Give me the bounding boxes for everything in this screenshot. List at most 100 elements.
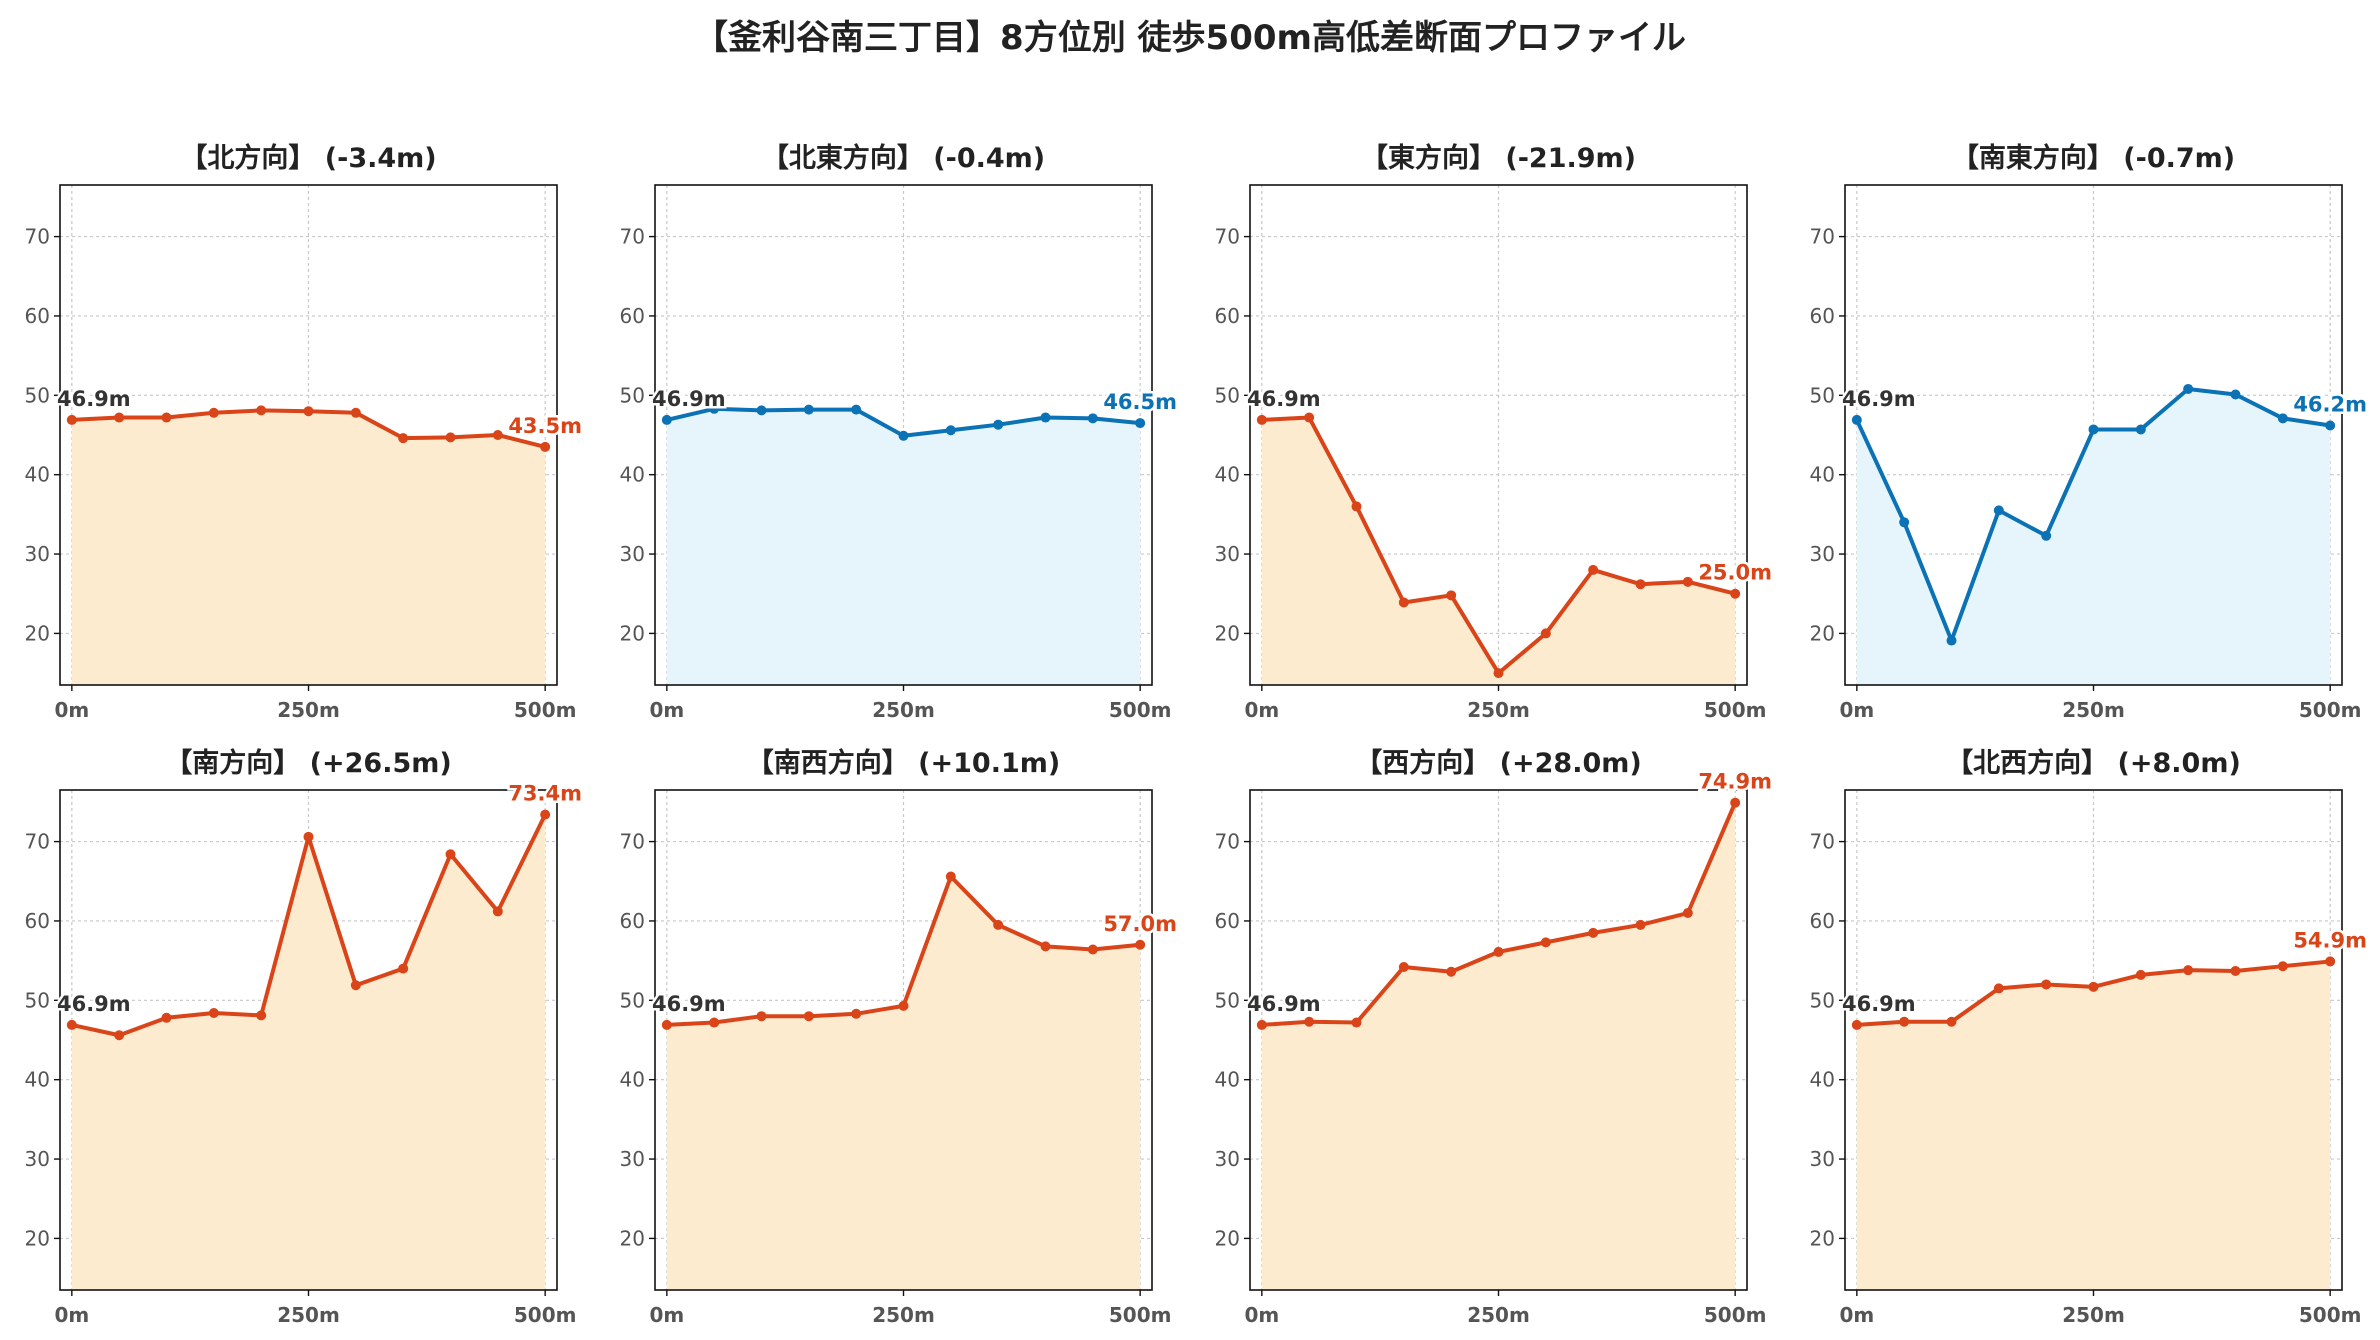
- y-tick-label: 20: [1215, 621, 1240, 645]
- data-point: [1087, 413, 1098, 424]
- data-point: [803, 404, 814, 415]
- chart-title: 【北方向】 (-3.4m): [180, 142, 436, 174]
- data-point: [1946, 1016, 1957, 1027]
- y-tick-label: 70: [25, 225, 50, 249]
- y-tick-label: 30: [620, 542, 645, 566]
- data-point: [2088, 981, 2099, 992]
- data-point: [1304, 412, 1315, 423]
- x-tick-label: 0m: [649, 698, 684, 722]
- data-point: [1851, 414, 1862, 425]
- x-tick-label: 500m: [514, 1303, 577, 1327]
- data-point: [661, 414, 672, 425]
- y-tick-label: 60: [620, 304, 645, 328]
- data-point: [540, 441, 551, 452]
- y-tick-label: 30: [1810, 542, 1835, 566]
- x-tick-label: 0m: [1244, 698, 1279, 722]
- data-point: [1851, 1019, 1862, 1030]
- y-tick-label: 70: [620, 225, 645, 249]
- data-point: [1351, 1017, 1362, 1028]
- data-point: [1682, 908, 1693, 919]
- data-point: [2325, 420, 2336, 431]
- data-point: [2183, 383, 2194, 394]
- data-point: [208, 1008, 219, 1019]
- chart-panel: 【北東方向】 (-0.4m) 20 30 40 50 60 70 0m 250m 500m 46.9…: [620, 142, 1180, 722]
- data-point: [1398, 961, 1409, 972]
- y-tick-label: 30: [1215, 1147, 1240, 1171]
- elevation-area: [1856, 388, 2331, 685]
- data-point: [993, 419, 1004, 430]
- y-tick-label: 50: [620, 988, 645, 1012]
- y-tick-label: 50: [1215, 988, 1240, 1012]
- data-point: [303, 406, 314, 417]
- x-tick-label: 250m: [277, 698, 340, 722]
- data-point: [114, 1030, 125, 1041]
- start-elevation-label: 46.9m: [1247, 992, 1321, 1016]
- y-tick-label: 30: [1215, 542, 1240, 566]
- elevation-area: [666, 876, 1141, 1290]
- data-point: [2041, 979, 2052, 990]
- y-tick-label: 40: [1810, 1068, 1835, 1092]
- data-point: [1087, 944, 1098, 955]
- elevation-area: [1261, 802, 1736, 1290]
- chart-title: 【東方向】 (-21.9m): [1361, 142, 1636, 174]
- y-tick-label: 60: [1810, 304, 1835, 328]
- y-tick-label: 50: [1810, 383, 1835, 407]
- end-elevation-label: 73.4m: [508, 782, 582, 806]
- y-tick-label: 20: [1215, 1226, 1240, 1250]
- y-tick-label: 60: [1215, 909, 1240, 933]
- data-point: [1635, 579, 1646, 590]
- data-point: [1446, 590, 1457, 601]
- data-point: [1540, 628, 1551, 639]
- data-point: [2230, 389, 2241, 400]
- data-point: [492, 430, 503, 440]
- end-elevation-label: 46.2m: [2293, 392, 2367, 416]
- y-tick-label: 60: [25, 909, 50, 933]
- y-tick-label: 20: [1810, 1226, 1835, 1250]
- x-tick-label: 500m: [2299, 1303, 2362, 1327]
- start-elevation-label: 46.9m: [1842, 992, 1916, 1016]
- data-point: [350, 407, 361, 418]
- data-point: [709, 1017, 720, 1028]
- data-point: [398, 433, 409, 444]
- chart-panel: 【北方向】 (-3.4m) 20 30 40 50 60 70 0m 250m 500m 46.9m…: [25, 142, 585, 722]
- x-tick-label: 500m: [2299, 698, 2362, 722]
- data-point: [492, 906, 503, 917]
- y-tick-label: 40: [25, 463, 50, 487]
- data-point: [1256, 1019, 1267, 1030]
- y-tick-label: 70: [1810, 830, 1835, 854]
- data-point: [1135, 939, 1146, 950]
- elevation-area: [71, 814, 546, 1290]
- chart-title: 【南西方向】 (+10.1m): [747, 747, 1060, 779]
- end-elevation-label: 57.0m: [1103, 912, 1177, 936]
- data-point: [756, 405, 767, 416]
- data-point: [1588, 927, 1599, 938]
- elevation-area: [1261, 417, 1736, 685]
- data-point: [803, 1011, 814, 1022]
- data-point: [1899, 517, 1910, 528]
- data-point: [256, 405, 267, 416]
- chart-title: 【南方向】 (+26.5m): [165, 747, 451, 779]
- data-point: [1493, 668, 1504, 679]
- elevation-area: [1856, 961, 2331, 1290]
- data-point: [1993, 983, 2004, 994]
- y-tick-label: 50: [25, 383, 50, 407]
- y-tick-label: 70: [1215, 830, 1240, 854]
- data-point: [1588, 564, 1599, 575]
- data-point: [208, 407, 219, 418]
- x-tick-label: 0m: [649, 1303, 684, 1327]
- elevation-area: [71, 410, 546, 685]
- chart-panel: 【東方向】 (-21.9m) 20 30 40 50 60 70 0m 250m 500m 46.9…: [1215, 142, 1775, 722]
- data-point: [114, 412, 125, 423]
- x-tick-label: 500m: [1109, 1303, 1172, 1327]
- data-point: [1730, 588, 1741, 599]
- y-tick-label: 20: [620, 621, 645, 645]
- data-point: [2277, 961, 2288, 972]
- data-point: [1351, 501, 1362, 512]
- data-point: [2135, 969, 2146, 980]
- y-tick-label: 50: [1215, 383, 1240, 407]
- y-tick-label: 40: [25, 1068, 50, 1092]
- x-tick-label: 500m: [514, 698, 577, 722]
- data-point: [2041, 530, 2052, 541]
- start-elevation-label: 46.9m: [57, 992, 131, 1016]
- figure-title: 【釜利谷南三丁目】8方位別 徒歩500m高低差断面プロファイル: [694, 18, 1686, 58]
